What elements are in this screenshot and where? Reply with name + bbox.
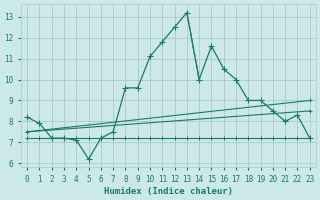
X-axis label: Humidex (Indice chaleur): Humidex (Indice chaleur) xyxy=(104,187,233,196)
